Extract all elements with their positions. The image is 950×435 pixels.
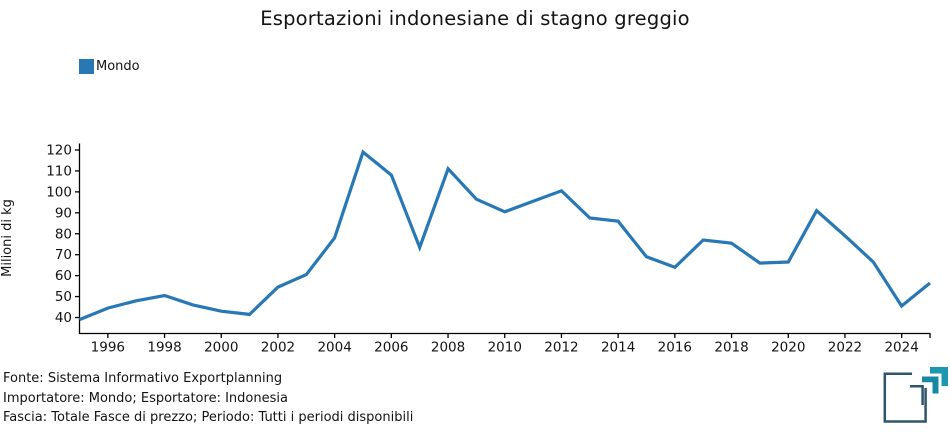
y-tick-label: 60 <box>55 268 72 284</box>
series-lines <box>78 149 932 322</box>
footer-band-period: Fascia: Totale Fasce di prezzo; Periodo:… <box>3 410 414 426</box>
logo-square-outline <box>883 372 927 423</box>
x-tick-label: 2016 <box>658 340 692 356</box>
x-tick-label: 1998 <box>147 340 181 356</box>
logo-inner-bracket <box>910 385 924 405</box>
x-tick-label: 1996 <box>91 340 125 356</box>
x-tick-label: 2010 <box>488 340 522 356</box>
series-line-mondo <box>78 149 932 322</box>
footer-importer-exporter: Importatore: Mondo; Esportatore: Indones… <box>3 390 288 406</box>
x-tick-label: 2012 <box>544 340 578 356</box>
legend-label-mondo: Mondo <box>96 59 140 74</box>
chart-footer: Fonte: Sistema Informativo Exportplannin… <box>3 369 413 428</box>
axis-spines <box>78 143 931 335</box>
y-tick-label: 100 <box>46 184 72 200</box>
y-tick-label: 80 <box>55 226 72 242</box>
y-tick-label: 50 <box>55 289 72 305</box>
logo-corner-bright <box>930 367 948 386</box>
x-tick-label: 2018 <box>714 340 748 356</box>
y-axis-title: Milioni di kg <box>0 199 15 277</box>
legend-swatch-mondo <box>79 59 94 74</box>
x-tick-label: 2000 <box>204 340 238 356</box>
legend: Mondo <box>79 59 140 74</box>
y-tick-label: 40 <box>55 310 72 326</box>
exportplanning-logo <box>883 367 948 423</box>
y-tick-label: 90 <box>55 205 72 221</box>
x-tick-label: 2014 <box>601 340 635 356</box>
x-tick-label: 2002 <box>261 340 295 356</box>
chart-title: Esportazioni indonesiane di stagno gregg… <box>260 7 690 30</box>
y-tick-label: 70 <box>55 247 72 263</box>
x-tick-label: 2024 <box>884 340 918 356</box>
y-tick-label: 120 <box>46 143 72 159</box>
x-tick-label: 2008 <box>431 340 465 356</box>
logo-corner-mid <box>922 376 939 394</box>
x-tick-label: 2004 <box>317 340 351 356</box>
y-tick-label: 110 <box>46 163 72 179</box>
x-tick-label: 2020 <box>771 340 805 356</box>
footer-source: Fonte: Sistema Informativo Exportplannin… <box>3 371 283 386</box>
axes: 40 50 60 70 80 90 100 110 120 1996 1998 2000 2002 200… <box>46 143 931 356</box>
x-tick-label: 2022 <box>828 340 862 356</box>
x-tick-label: 2006 <box>374 340 408 356</box>
